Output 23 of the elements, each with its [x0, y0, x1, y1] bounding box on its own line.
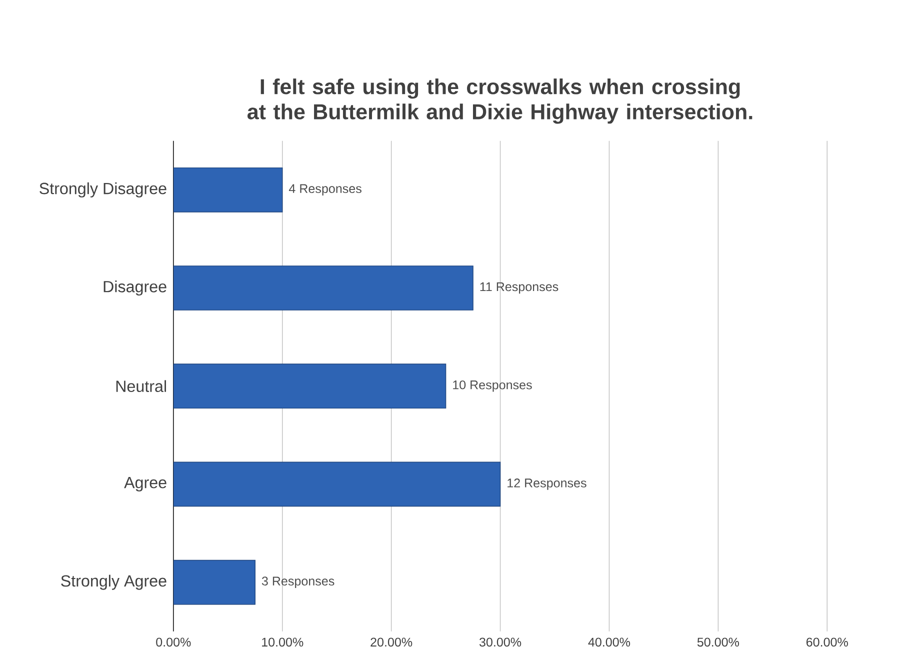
x-tick-label: 20.00% — [370, 638, 412, 646]
annotation: 12 Responses — [508, 478, 586, 490]
bar — [173, 167, 283, 212]
x-tick-label: 40.00% — [588, 638, 630, 646]
y-tick-label: Strongly Agree — [61, 574, 166, 590]
bar — [173, 462, 501, 507]
x-tick-label: 60.00% — [806, 638, 848, 646]
bar — [173, 364, 446, 408]
chart-title: I felt safe using the crosswalks when crossing at the Buttermilk and Dixie Highway intersection. — [248, 78, 752, 124]
y-tick-label: Agree — [124, 476, 166, 492]
y-tick-label: Disagree — [104, 280, 166, 296]
annotation: 10 Responses — [453, 380, 532, 392]
y-tick-label: Strongly Disagree — [40, 182, 166, 198]
annotation: 3 Responses — [262, 576, 334, 588]
x-tick-label: 0.00% — [156, 638, 191, 646]
x-tick-label: 30.00% — [479, 638, 522, 646]
annotation: 4 Responses — [288, 184, 362, 196]
y-tick-label: Neutral — [116, 380, 166, 392]
bar — [173, 560, 256, 605]
x-tick-label: 50.00% — [697, 638, 740, 646]
annotation: 11 Responses — [480, 282, 558, 294]
bar — [173, 265, 474, 310]
x-tick-label: 10.00% — [262, 638, 304, 646]
